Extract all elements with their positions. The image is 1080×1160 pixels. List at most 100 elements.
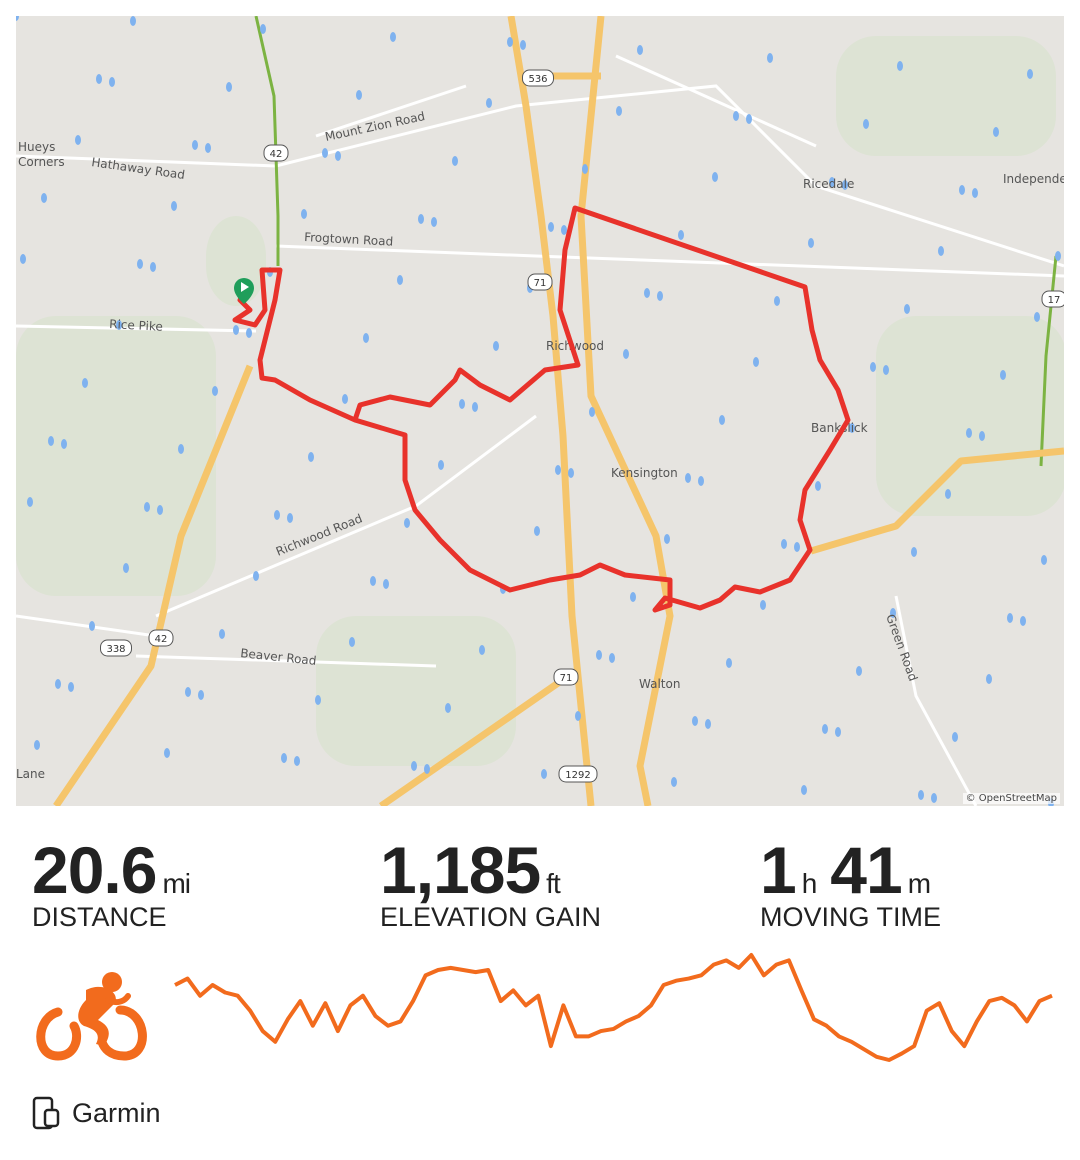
water-pond xyxy=(144,502,150,512)
water-pond xyxy=(1020,616,1026,626)
water-pond xyxy=(20,254,26,264)
water-pond xyxy=(61,439,67,449)
water-pond xyxy=(561,225,567,235)
water-pond xyxy=(705,719,711,729)
water-pond xyxy=(287,513,293,523)
distance-unit: mi xyxy=(162,868,191,899)
water-pond xyxy=(137,259,143,269)
water-pond xyxy=(226,82,232,92)
water-pond xyxy=(856,666,862,676)
water-pond xyxy=(335,151,341,161)
water-pond xyxy=(993,127,999,137)
minor-road xyxy=(275,244,1064,278)
water-pond xyxy=(746,114,752,124)
water-pond xyxy=(82,378,88,388)
water-pond xyxy=(390,32,396,42)
elevation-value: 1,185 xyxy=(380,833,541,907)
water-pond xyxy=(966,428,972,438)
water-pond xyxy=(479,645,485,655)
distance-label: DISTANCE xyxy=(32,902,167,932)
water-pond xyxy=(616,106,622,116)
play-icon xyxy=(241,282,249,292)
water-pond xyxy=(541,769,547,779)
map-label: Mount Zion Road xyxy=(324,109,427,144)
water-pond xyxy=(582,164,588,174)
map-label: Independe xyxy=(1003,172,1064,186)
water-pond xyxy=(233,325,239,335)
map-label: Bankslick xyxy=(811,421,868,435)
water-pond xyxy=(493,341,499,351)
route-shield xyxy=(558,765,598,783)
hours-value: 1 xyxy=(760,833,797,907)
water-pond xyxy=(472,402,478,412)
route-shield xyxy=(100,639,132,657)
water-pond xyxy=(712,172,718,182)
highway xyxy=(810,447,1064,555)
water-pond xyxy=(760,600,766,610)
water-pond xyxy=(1027,69,1033,79)
water-pond xyxy=(952,732,958,742)
water-pond xyxy=(842,180,848,190)
water-pond xyxy=(41,193,47,203)
hours-unit: h xyxy=(801,868,818,899)
water-pond xyxy=(164,748,170,758)
water-pond xyxy=(253,571,259,581)
water-pond xyxy=(897,61,903,71)
route-shield xyxy=(553,668,579,686)
water-pond xyxy=(726,658,732,668)
water-pond xyxy=(815,481,821,491)
activity-route xyxy=(232,205,851,613)
water-pond xyxy=(219,629,225,639)
water-pond xyxy=(863,119,869,129)
water-pond xyxy=(294,756,300,766)
map-attribution[interactable]: © OpenStreetMap xyxy=(962,793,1060,804)
water-pond xyxy=(363,333,369,343)
park-area xyxy=(316,616,516,766)
route-shield-label: 42 xyxy=(270,149,283,160)
water-pond xyxy=(849,423,855,433)
water-pond xyxy=(781,539,787,549)
water-pond xyxy=(260,24,266,34)
water-pond xyxy=(34,740,40,750)
water-pond xyxy=(27,497,33,507)
water-pond xyxy=(109,77,115,87)
route-shield xyxy=(1041,290,1064,308)
water-pond xyxy=(829,177,835,187)
water-pond xyxy=(438,460,444,470)
water-pond xyxy=(596,650,602,660)
map-label: Corners xyxy=(18,155,65,169)
water-pond xyxy=(938,246,944,256)
water-pond xyxy=(870,362,876,372)
highway-17 xyxy=(1039,255,1058,467)
minor-road xyxy=(894,595,978,806)
water-pond xyxy=(404,518,410,528)
water-pond xyxy=(150,262,156,272)
stat-elevation: 1,185 ft ELEVATION GAIN xyxy=(380,832,601,933)
route-shield-label: 71 xyxy=(560,673,573,684)
water-pond xyxy=(274,510,280,520)
device-icon xyxy=(32,1096,60,1130)
route-map[interactable]: Mount Zion Road Hathaway Road Hueys Corners… xyxy=(16,16,1064,806)
water-pond xyxy=(315,695,321,705)
route-shield-label: 17 xyxy=(1048,295,1061,306)
water-pond xyxy=(945,489,951,499)
minor-road xyxy=(615,54,817,148)
water-pond xyxy=(630,592,636,602)
water-pond xyxy=(733,111,739,121)
device-source: Garmin xyxy=(32,1096,161,1130)
water-pond xyxy=(822,724,828,734)
water-pond xyxy=(205,143,211,153)
water-pond xyxy=(589,407,595,417)
minutes-value: 41 xyxy=(830,833,902,907)
route-shield-label: 338 xyxy=(106,644,125,655)
stat-distance: 20.6 mi DISTANCE xyxy=(32,832,204,933)
water-pond xyxy=(349,637,355,647)
highway xyxy=(577,16,674,806)
water-pond xyxy=(678,230,684,240)
water-pond xyxy=(534,526,540,536)
water-pond xyxy=(198,690,204,700)
water-pond xyxy=(16,16,19,21)
water-pond xyxy=(575,711,581,721)
map-label: Kensington xyxy=(611,466,678,480)
water-pond xyxy=(835,727,841,737)
